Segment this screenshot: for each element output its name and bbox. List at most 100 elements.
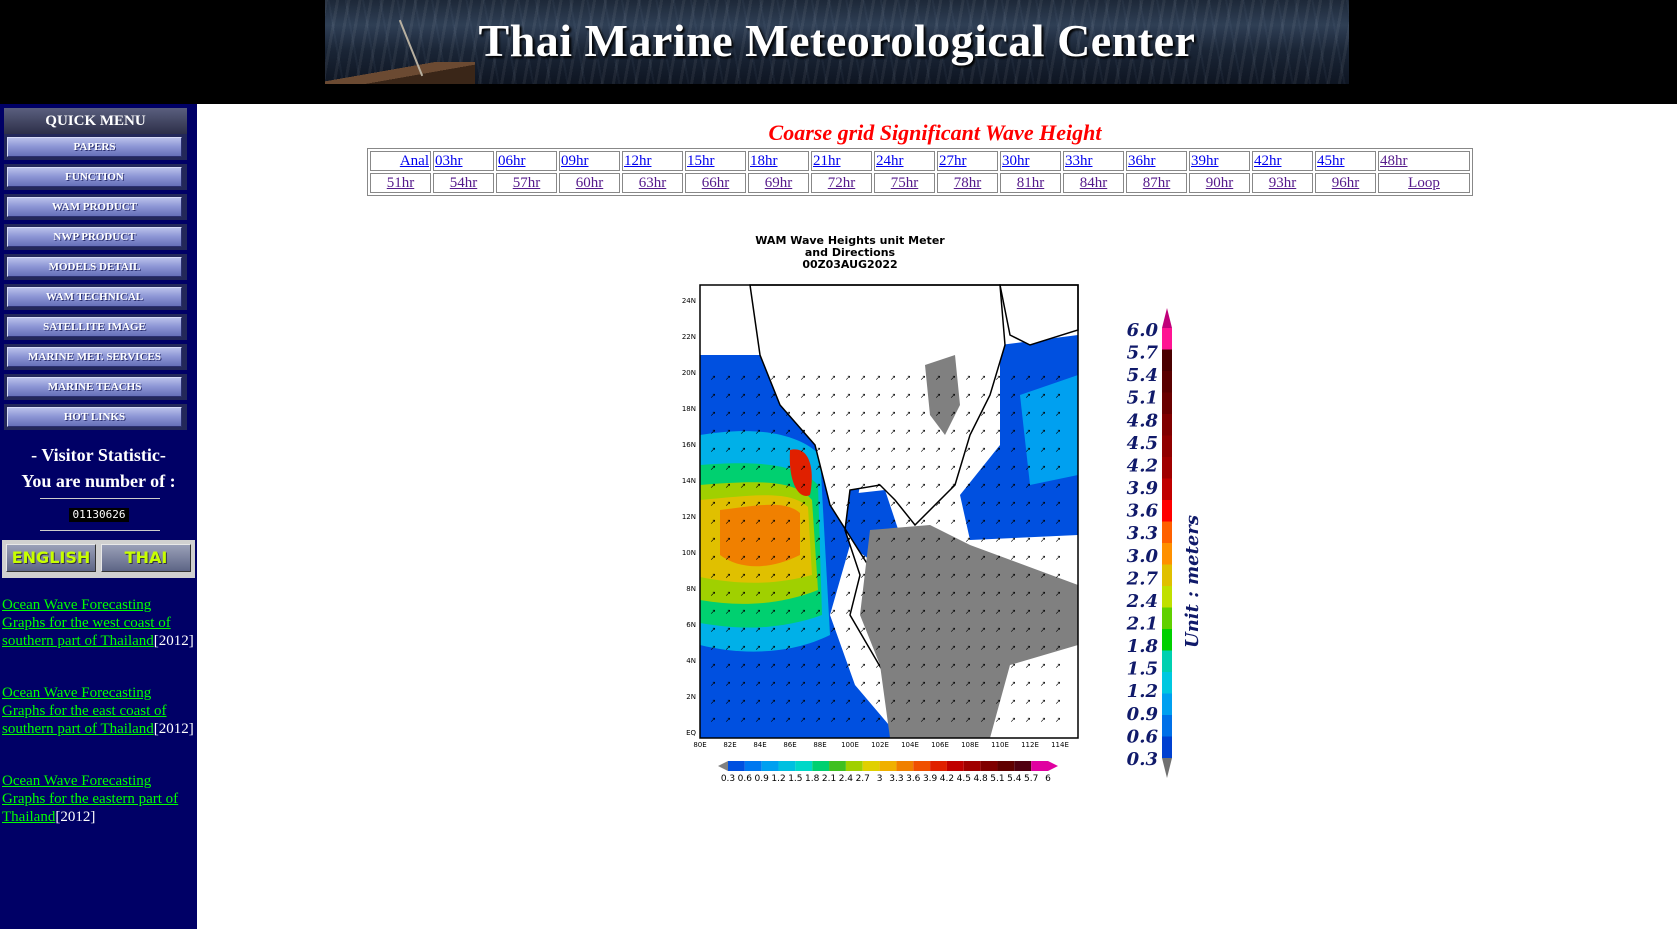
- wave-direction-arrow: ↗: [920, 446, 926, 454]
- wave-direction-arrow: ↗: [1025, 608, 1031, 616]
- menu-wam-product-button[interactable]: WAM PRODUCT: [7, 197, 182, 217]
- menu-marine-met-services-button[interactable]: MARINE MET. SERVICES: [7, 347, 182, 367]
- forecast-link-42hr[interactable]: 42hr: [1254, 152, 1282, 169]
- forecast-link-63hr[interactable]: 63hr: [638, 174, 667, 191]
- wave-direction-arrow: ↗: [770, 482, 776, 490]
- menu-hot-links-button[interactable]: HOT LINKS: [7, 407, 182, 427]
- forecast-link-33hr[interactable]: 33hr: [1065, 152, 1093, 169]
- forecast-link-24hr[interactable]: 24hr: [876, 152, 904, 169]
- colorbar-left-arrow: [718, 761, 728, 771]
- wave-direction-arrow: ↗: [890, 662, 896, 670]
- forecast-cell: 81hr: [1000, 173, 1061, 193]
- forecast-link-93hr[interactable]: 93hr: [1268, 174, 1297, 191]
- wave-direction-arrow: ↗: [965, 716, 971, 724]
- forecast-link-90hr[interactable]: 90hr: [1205, 174, 1234, 191]
- forecast-link-anal[interactable]: Anal: [399, 152, 429, 169]
- wave-direction-arrow: ↗: [860, 428, 866, 436]
- map-lon-label: 86E: [783, 741, 796, 749]
- wave-direction-arrow: ↗: [770, 554, 776, 562]
- legend-tick-label: 0.6: [1127, 726, 1159, 747]
- wave-direction-arrow: ↗: [1025, 464, 1031, 472]
- wave-direction-arrow: ↗: [710, 536, 716, 544]
- wave-direction-arrow: ↗: [890, 410, 896, 418]
- colorbar-swatch: [963, 761, 981, 771]
- wave-direction-arrow: ↗: [830, 644, 836, 652]
- forecast-link-72hr[interactable]: 72hr: [827, 174, 856, 191]
- forecast-link-48hr[interactable]: 48hr: [1380, 152, 1408, 169]
- wave-direction-arrow: ↗: [1055, 716, 1061, 724]
- wave-direction-arrow: ↗: [935, 518, 941, 526]
- wave-direction-arrow: ↗: [785, 698, 791, 706]
- forecast-link-87hr[interactable]: 87hr: [1142, 174, 1171, 191]
- wave-direction-arrow: ↗: [740, 572, 746, 580]
- forecast-link-45hr[interactable]: 45hr: [1317, 152, 1345, 169]
- link-year: [2012]: [153, 721, 194, 737]
- forecast-link-21hr[interactable]: 21hr: [813, 152, 841, 169]
- forecast-link-75hr[interactable]: 75hr: [890, 174, 919, 191]
- wave-direction-arrow: ↗: [1055, 446, 1061, 454]
- menu-function-button[interactable]: FUNCTION: [7, 167, 182, 187]
- wave-direction-arrow: ↗: [710, 716, 716, 724]
- wave-direction-arrow: ↗: [725, 518, 731, 526]
- wave-direction-arrow: ↗: [800, 662, 806, 670]
- forecast-link-39hr[interactable]: 39hr: [1191, 152, 1219, 169]
- wave-direction-arrow: ↗: [1055, 608, 1061, 616]
- forecast-link-57hr[interactable]: 57hr: [512, 174, 541, 191]
- forecast-link-51hr[interactable]: 51hr: [386, 174, 415, 191]
- forecast-link-03hr[interactable]: 03hr: [435, 152, 463, 169]
- wave-direction-arrow: ↗: [725, 716, 731, 724]
- forecast-link-30hr[interactable]: 30hr: [1002, 152, 1030, 169]
- header-banner: Thai Marine Meteorological Center: [325, 0, 1349, 84]
- wave-direction-arrow: ↗: [815, 590, 821, 598]
- wave-direction-arrow: ↗: [770, 680, 776, 688]
- wave-direction-arrow: ↗: [725, 500, 731, 508]
- forecast-link-96hr[interactable]: 96hr: [1331, 174, 1360, 191]
- english-button[interactable]: ENGLISH: [6, 544, 96, 572]
- forecast-link-54hr[interactable]: 54hr: [449, 174, 478, 191]
- wave-direction-arrow: ↗: [1025, 572, 1031, 580]
- menu-satellite-image-button[interactable]: SATELLITE IMAGE: [7, 317, 182, 337]
- wave-direction-arrow: ↗: [1025, 662, 1031, 670]
- eastern-part-link[interactable]: Ocean Wave Forecasting Graphs for the ea…: [2, 773, 179, 825]
- menu-nwp-product-button[interactable]: NWP PRODUCT: [7, 227, 182, 247]
- menu-models-detail-button[interactable]: MODELS DETAIL: [7, 257, 182, 277]
- wave-direction-arrow: ↗: [995, 626, 1001, 634]
- west-coast-link[interactable]: Ocean Wave Forecasting Graphs for the we…: [2, 597, 171, 649]
- wave-direction-arrow: ↗: [770, 410, 776, 418]
- wave-direction-arrow: ↗: [815, 536, 821, 544]
- forecast-link-12hr[interactable]: 12hr: [624, 152, 652, 169]
- forecast-link-09hr[interactable]: 09hr: [561, 152, 589, 169]
- wave-direction-arrow: ↗: [1040, 410, 1046, 418]
- forecast-link-69hr[interactable]: 69hr: [764, 174, 793, 191]
- wave-direction-arrow: ↗: [1010, 518, 1016, 526]
- map-lon-label: 104E: [901, 741, 919, 749]
- menu-wam-technical-button[interactable]: WAM TECHNICAL: [7, 287, 182, 307]
- forecast-link-18hr[interactable]: 18hr: [750, 152, 778, 169]
- wave-direction-arrow: ↗: [800, 608, 806, 616]
- forecast-link-81hr[interactable]: 81hr: [1016, 174, 1045, 191]
- menu-marine-teachs-button[interactable]: MARINE TEACHS: [7, 377, 182, 397]
- forecast-link-loop[interactable]: Loop: [1408, 174, 1440, 191]
- wave-direction-arrow: ↗: [1025, 410, 1031, 418]
- forecast-link-78hr[interactable]: 78hr: [953, 174, 982, 191]
- menu-papers-button[interactable]: PAPERS: [7, 137, 182, 157]
- wave-direction-arrow: ↗: [935, 428, 941, 436]
- forecast-link-66hr[interactable]: 66hr: [701, 174, 730, 191]
- forecast-link-36hr[interactable]: 36hr: [1128, 152, 1156, 169]
- forecast-link-84hr[interactable]: 84hr: [1079, 174, 1108, 191]
- wave-direction-arrow: ↗: [995, 428, 1001, 436]
- forecast-link-60hr[interactable]: 60hr: [575, 174, 604, 191]
- wave-direction-arrow: ↗: [920, 716, 926, 724]
- forecast-link-06hr[interactable]: 06hr: [498, 152, 526, 169]
- wave-direction-arrow: ↗: [815, 698, 821, 706]
- map-lat-label: 8N: [686, 585, 696, 593]
- wave-direction-arrow: ↗: [770, 572, 776, 580]
- legend-tick-label: 6.0: [1127, 320, 1159, 341]
- thai-button[interactable]: THAI: [101, 544, 191, 572]
- east-coast-link[interactable]: Ocean Wave Forecasting Graphs for the ea…: [2, 685, 167, 737]
- wave-direction-arrow: ↗: [815, 680, 821, 688]
- forecast-link-27hr[interactable]: 27hr: [939, 152, 967, 169]
- forecast-link-15hr[interactable]: 15hr: [687, 152, 715, 169]
- wave-height-map-panel: WAM Wave Heights unit Meter and Directio…: [660, 235, 1220, 790]
- wave-direction-arrow: ↗: [800, 518, 806, 526]
